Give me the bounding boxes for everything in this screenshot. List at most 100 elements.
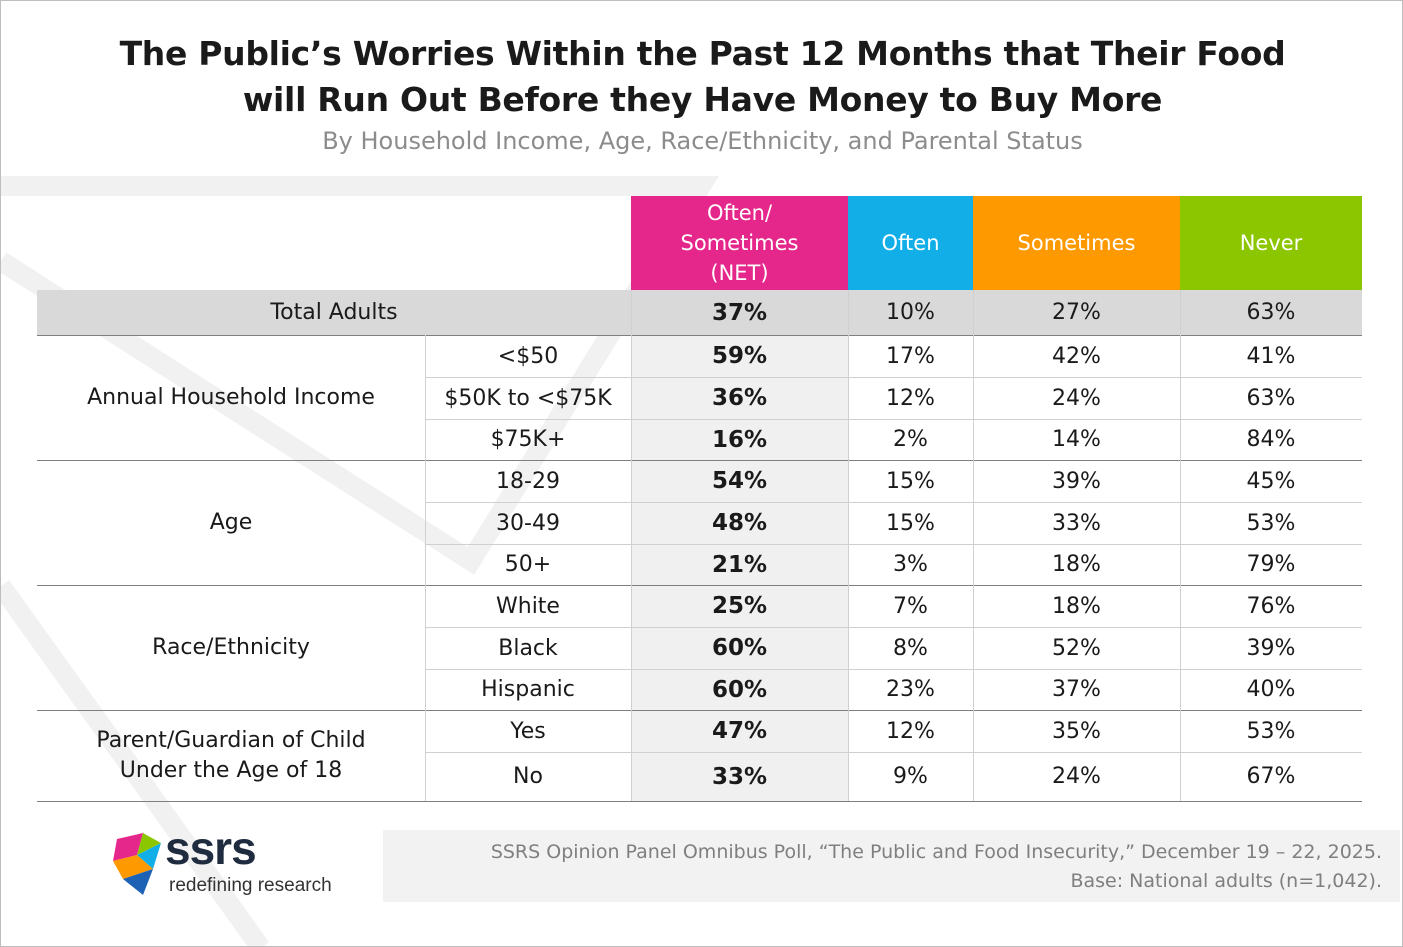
- table-cell-net: 25%: [711, 593, 768, 619]
- table-cell-often: 3%: [893, 552, 928, 577]
- row-divider: [425, 669, 1362, 670]
- row-label: 50+: [504, 552, 552, 577]
- table-cell-net: 33%: [711, 763, 768, 790]
- row-divider: [425, 377, 1362, 378]
- table-cell-sometimes: 14%: [1052, 427, 1101, 452]
- table-cell-never: 76%: [1246, 593, 1296, 619]
- total-row-background: [37, 290, 1362, 335]
- source-note-box: SSRS Opinion Panel Omnibus Poll, “The Pu…: [383, 830, 1400, 902]
- row-label: $75K+: [490, 427, 566, 452]
- table-cell-often: 17%: [886, 343, 935, 369]
- table-cell-often: 12%: [886, 718, 935, 744]
- table-cell-often: 9%: [893, 764, 928, 789]
- column-divider: [425, 335, 426, 801]
- table-cell-often: 15%: [886, 468, 935, 494]
- row-divider: [425, 419, 1362, 420]
- table-cell-never: 40%: [1246, 677, 1296, 702]
- logo-wordmark: ssrs: [165, 822, 257, 874]
- source-note-line2: Base: National adults (n=1,042).: [1070, 870, 1382, 892]
- table-cell-net: 60%: [711, 635, 768, 661]
- table-cell-sometimes: 39%: [1052, 468, 1101, 494]
- table-cell-sometimes: 18%: [1052, 552, 1101, 577]
- table-cell-net: 59%: [711, 343, 768, 369]
- table-cell-never: 39%: [1246, 635, 1296, 661]
- table-cell-net: 21%: [711, 551, 768, 578]
- row-label: No: [513, 764, 543, 789]
- table-cell-net: 48%: [711, 510, 768, 536]
- table-cell-never: 63%: [1246, 385, 1296, 411]
- table-cell-sometimes: 35%: [1052, 718, 1101, 744]
- chart-title-line2: will Run Out Before they Have Money to B…: [242, 80, 1163, 119]
- header-never: Never: [1180, 196, 1362, 290]
- row-label: White: [496, 593, 560, 619]
- table-cell-often: 15%: [886, 510, 935, 536]
- group-label-race: Race/Ethnicity: [152, 634, 310, 660]
- chart-title-line1: The Public’s Worries Within the Past 12 …: [119, 34, 1286, 73]
- source-note-line1: SSRS Opinion Panel Omnibus Poll, “The Pu…: [490, 841, 1382, 863]
- group-label-age: Age: [209, 509, 253, 535]
- header-net: Often/ Sometimes (NET): [631, 196, 848, 290]
- header-net-line1: Often/: [706, 201, 773, 225]
- table-cell-sometimes: 33%: [1052, 510, 1101, 536]
- group-divider: [37, 710, 1362, 711]
- row-label: Yes: [510, 718, 546, 744]
- net-column-background: [631, 335, 848, 801]
- group-label-parent-line1: Parent/Guardian of Child: [96, 727, 366, 753]
- group-divider: [37, 585, 1362, 586]
- row-label: <$50: [497, 343, 559, 369]
- table-cell-net: 60%: [711, 676, 768, 703]
- table-cell-sometimes: 37%: [1052, 677, 1101, 702]
- table-cell-often: 23%: [886, 677, 935, 702]
- group-divider: [37, 801, 1362, 802]
- group-label-parent: Parent/Guardian of Child Under the Age o…: [37, 710, 425, 801]
- row-divider: [425, 627, 1362, 628]
- row-label: Black: [498, 635, 558, 661]
- header-sometimes: Sometimes: [973, 196, 1180, 290]
- column-divider: [631, 290, 632, 801]
- chart-subtitle: By Household Income, Age, Race/Ethnicity…: [322, 127, 1083, 155]
- table-cell-sometimes: 18%: [1052, 593, 1101, 619]
- header-net-line2: Sometimes: [680, 231, 799, 255]
- table-cell-often: 12%: [886, 385, 935, 411]
- table-cell-sometimes: 24%: [1052, 385, 1101, 411]
- column-divider: [973, 290, 974, 801]
- table-cell-sometimes: 24%: [1052, 764, 1101, 789]
- table-cell-never: 79%: [1246, 552, 1296, 577]
- row-divider: [425, 544, 1362, 545]
- table-cell-sometimes: 42%: [1052, 343, 1101, 369]
- row-label: Hispanic: [481, 677, 575, 702]
- header-net-line3: (NET): [710, 261, 769, 285]
- ssrs-logo-icon: [113, 833, 161, 895]
- logo-tagline: redefining research: [169, 875, 332, 896]
- group-label-parent-line2: Under the Age of 18: [119, 757, 343, 783]
- table-cell-never: 67%: [1246, 764, 1296, 789]
- group-divider: [37, 460, 1362, 461]
- table-cell-sometimes: 52%: [1052, 635, 1101, 661]
- table-cell-never: 41%: [1246, 343, 1296, 369]
- group-label-income: Annual Household Income: [87, 384, 375, 410]
- total-often-value: 10%: [886, 300, 935, 325]
- total-net-value: 37%: [711, 299, 768, 326]
- table-cell-never: 45%: [1246, 468, 1296, 494]
- total-row-label: Total Adults: [270, 300, 398, 325]
- column-divider: [848, 290, 849, 801]
- column-divider: [1180, 290, 1181, 801]
- table-cell-net: 47%: [711, 718, 768, 744]
- row-label: 30-49: [496, 510, 560, 536]
- row-divider: [425, 752, 1362, 753]
- table-cell-never: 53%: [1246, 718, 1296, 744]
- total-never-value: 63%: [1246, 300, 1296, 325]
- table-cell-net: 16%: [711, 426, 768, 453]
- total-sometimes-value: 27%: [1052, 300, 1101, 325]
- group-divider: [37, 335, 1362, 336]
- table-cell-net: 36%: [711, 385, 768, 411]
- ssrs-logo: ssrs redefining research: [113, 822, 343, 901]
- table-cell-net: 54%: [711, 468, 768, 494]
- row-label: 18-29: [496, 468, 560, 494]
- table-cell-often: 7%: [893, 593, 928, 619]
- table-cell-never: 53%: [1246, 510, 1296, 536]
- chart-title: The Public’s Worries Within the Past 12 …: [1, 31, 1402, 123]
- row-divider: [425, 502, 1362, 503]
- header-often: Often: [848, 196, 973, 290]
